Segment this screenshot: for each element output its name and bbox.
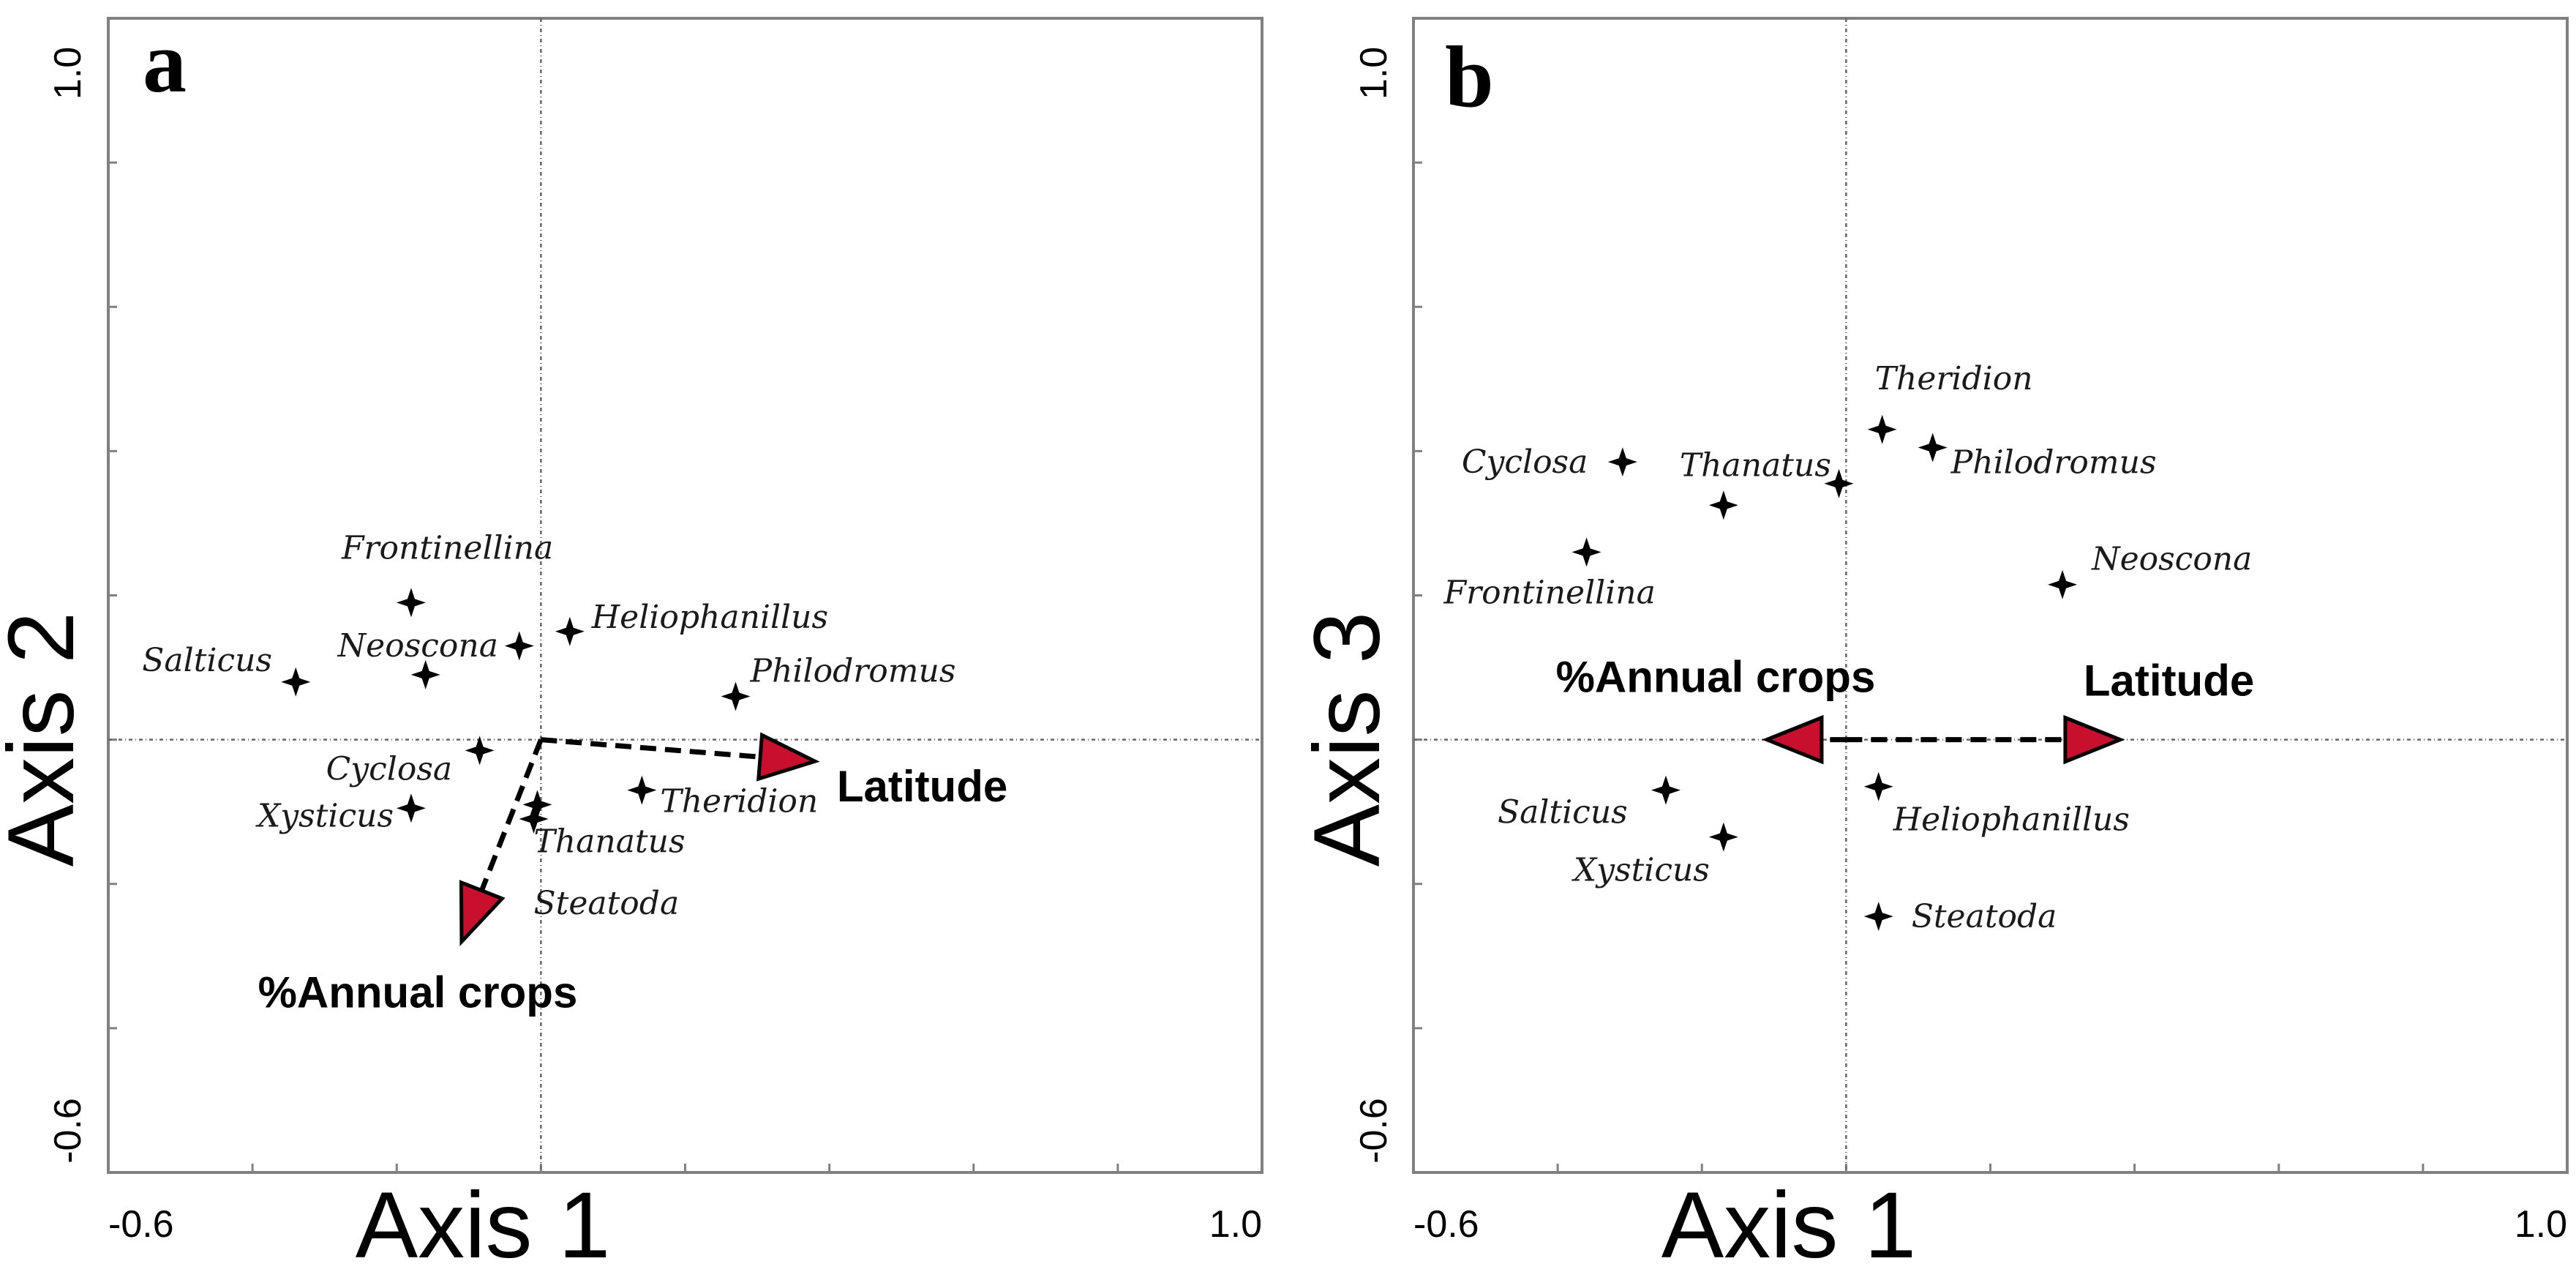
panel-a-point-4 — [721, 681, 751, 711]
panel-b-xtick-min: -0.6 — [1413, 1203, 1479, 1246]
panel-a: a 1.0 -0.6 -0.6 1.0 Axis 1 Axis 2 Latitu… — [0, 13, 1263, 1272]
panel-b-vector-head-1 — [1762, 714, 1824, 765]
panel-a-point-1 — [396, 588, 426, 618]
panel-b-vector-head-0 — [2063, 714, 2125, 765]
panel-b-y-axis-title: Axis 3 — [1295, 612, 1400, 867]
panel-a-vector-line-0 — [541, 737, 761, 760]
panel-a-point-3 — [555, 616, 585, 646]
panel-b-ytick-min: -0.6 — [1353, 1098, 1395, 1164]
panel-b-point-label-0: Theridion — [1875, 360, 2033, 397]
panel-a-ytick-min: -0.6 — [47, 1098, 89, 1164]
panel-a-vector-label-1: %Annual crops — [258, 968, 578, 1017]
panel-b-point-8 — [1863, 771, 1893, 801]
panel-a-vector-head-0 — [756, 732, 820, 782]
panel-a-point-label-2: Neoscona — [337, 627, 498, 665]
panel-b-point-label-8: Heliophanillus — [1893, 801, 2130, 839]
panel-b-xtick-max: 1.0 — [2515, 1203, 2567, 1246]
panel-b-letter: b — [1445, 28, 1494, 125]
panel-a-point-label-5: Cyclosa — [326, 750, 453, 787]
panel-b-point-label-2: Cyclosa — [1462, 444, 1588, 481]
panel-a-point-label-0: Salticus — [142, 642, 272, 679]
panel-b-point-1 — [1918, 433, 1948, 463]
panel-b-point-7 — [1651, 775, 1681, 805]
panel-b-ytick-max: 1.0 — [1353, 47, 1395, 100]
panel-a-vector-line-1 — [479, 738, 544, 892]
panel-b-point-3 — [1708, 490, 1738, 520]
panel-b-point-0 — [1867, 414, 1897, 444]
panel-b-point-6 — [2048, 569, 2078, 599]
panel-a-point-10 — [504, 631, 534, 661]
panel-b-point-label-3: Thanatus — [1680, 446, 1831, 484]
panel-a-y-axis-title: Axis 2 — [0, 612, 94, 867]
panel-b-vector-label-0: Latitude — [2084, 656, 2254, 706]
panel-a-point-label-7: Theridion — [660, 783, 818, 820]
panel-b-point-label-5: Frontinellina — [1443, 574, 1656, 611]
panel-a-vector-head-1 — [459, 880, 506, 946]
panel-a-point-label-6: Xysticus — [255, 797, 394, 834]
panel-a-point-label-9: Steatoda — [534, 885, 680, 922]
panel-a-point-label-4: Philodromus — [749, 652, 955, 689]
panel-a-xtick-max: 1.0 — [1209, 1203, 1262, 1246]
panel-a-point-5 — [465, 736, 495, 766]
panel-b-point-label-9: Xysticus — [1571, 852, 1710, 889]
panel-a-point-label-1: Frontinellina — [341, 529, 553, 566]
panel-a-letter: a — [143, 13, 187, 111]
panel-b-point-label-1: Philodromus — [1950, 444, 2157, 481]
panel-a-point-0 — [281, 667, 311, 697]
panel-a-ytick-max: 1.0 — [47, 47, 89, 100]
panel-b-vector-label-1: %Annual crops — [1556, 653, 1876, 702]
panel-b-point-9 — [1708, 822, 1738, 852]
panel-b-point-label-6: Neoscona — [2091, 541, 2252, 578]
panel-b-point-10 — [1863, 902, 1893, 932]
panel-a-point-7 — [627, 775, 657, 805]
panel-a-point-9 — [519, 804, 549, 834]
panel-b-point-label-10: Steatoda — [1912, 898, 2057, 935]
panel-a-point-6 — [396, 793, 426, 823]
panel-b-x-axis-title: Axis 1 — [1661, 1173, 1917, 1272]
panel-b-point-2 — [1607, 447, 1637, 477]
panel-b-point-5 — [1571, 537, 1601, 567]
panel-b-point-label-7: Salticus — [1498, 794, 1628, 831]
panel-a-point-label-3: Heliophanillus — [591, 599, 828, 636]
panel-a-x-axis-title: Axis 1 — [356, 1173, 611, 1272]
panel-a-point-label-8: Thanatus — [533, 823, 685, 860]
panel-b-point-4 — [1824, 468, 1854, 498]
panel-b: b 1.0 -0.6 -0.6 1.0 Axis 1 Axis 3 Latitu… — [1295, 17, 2569, 1272]
panel-a-vector-label-0: Latitude — [837, 762, 1007, 811]
panel-a-point-8 — [522, 790, 552, 820]
panel-a-point-2 — [410, 659, 440, 689]
panel-a-xtick-min: -0.6 — [108, 1203, 174, 1246]
